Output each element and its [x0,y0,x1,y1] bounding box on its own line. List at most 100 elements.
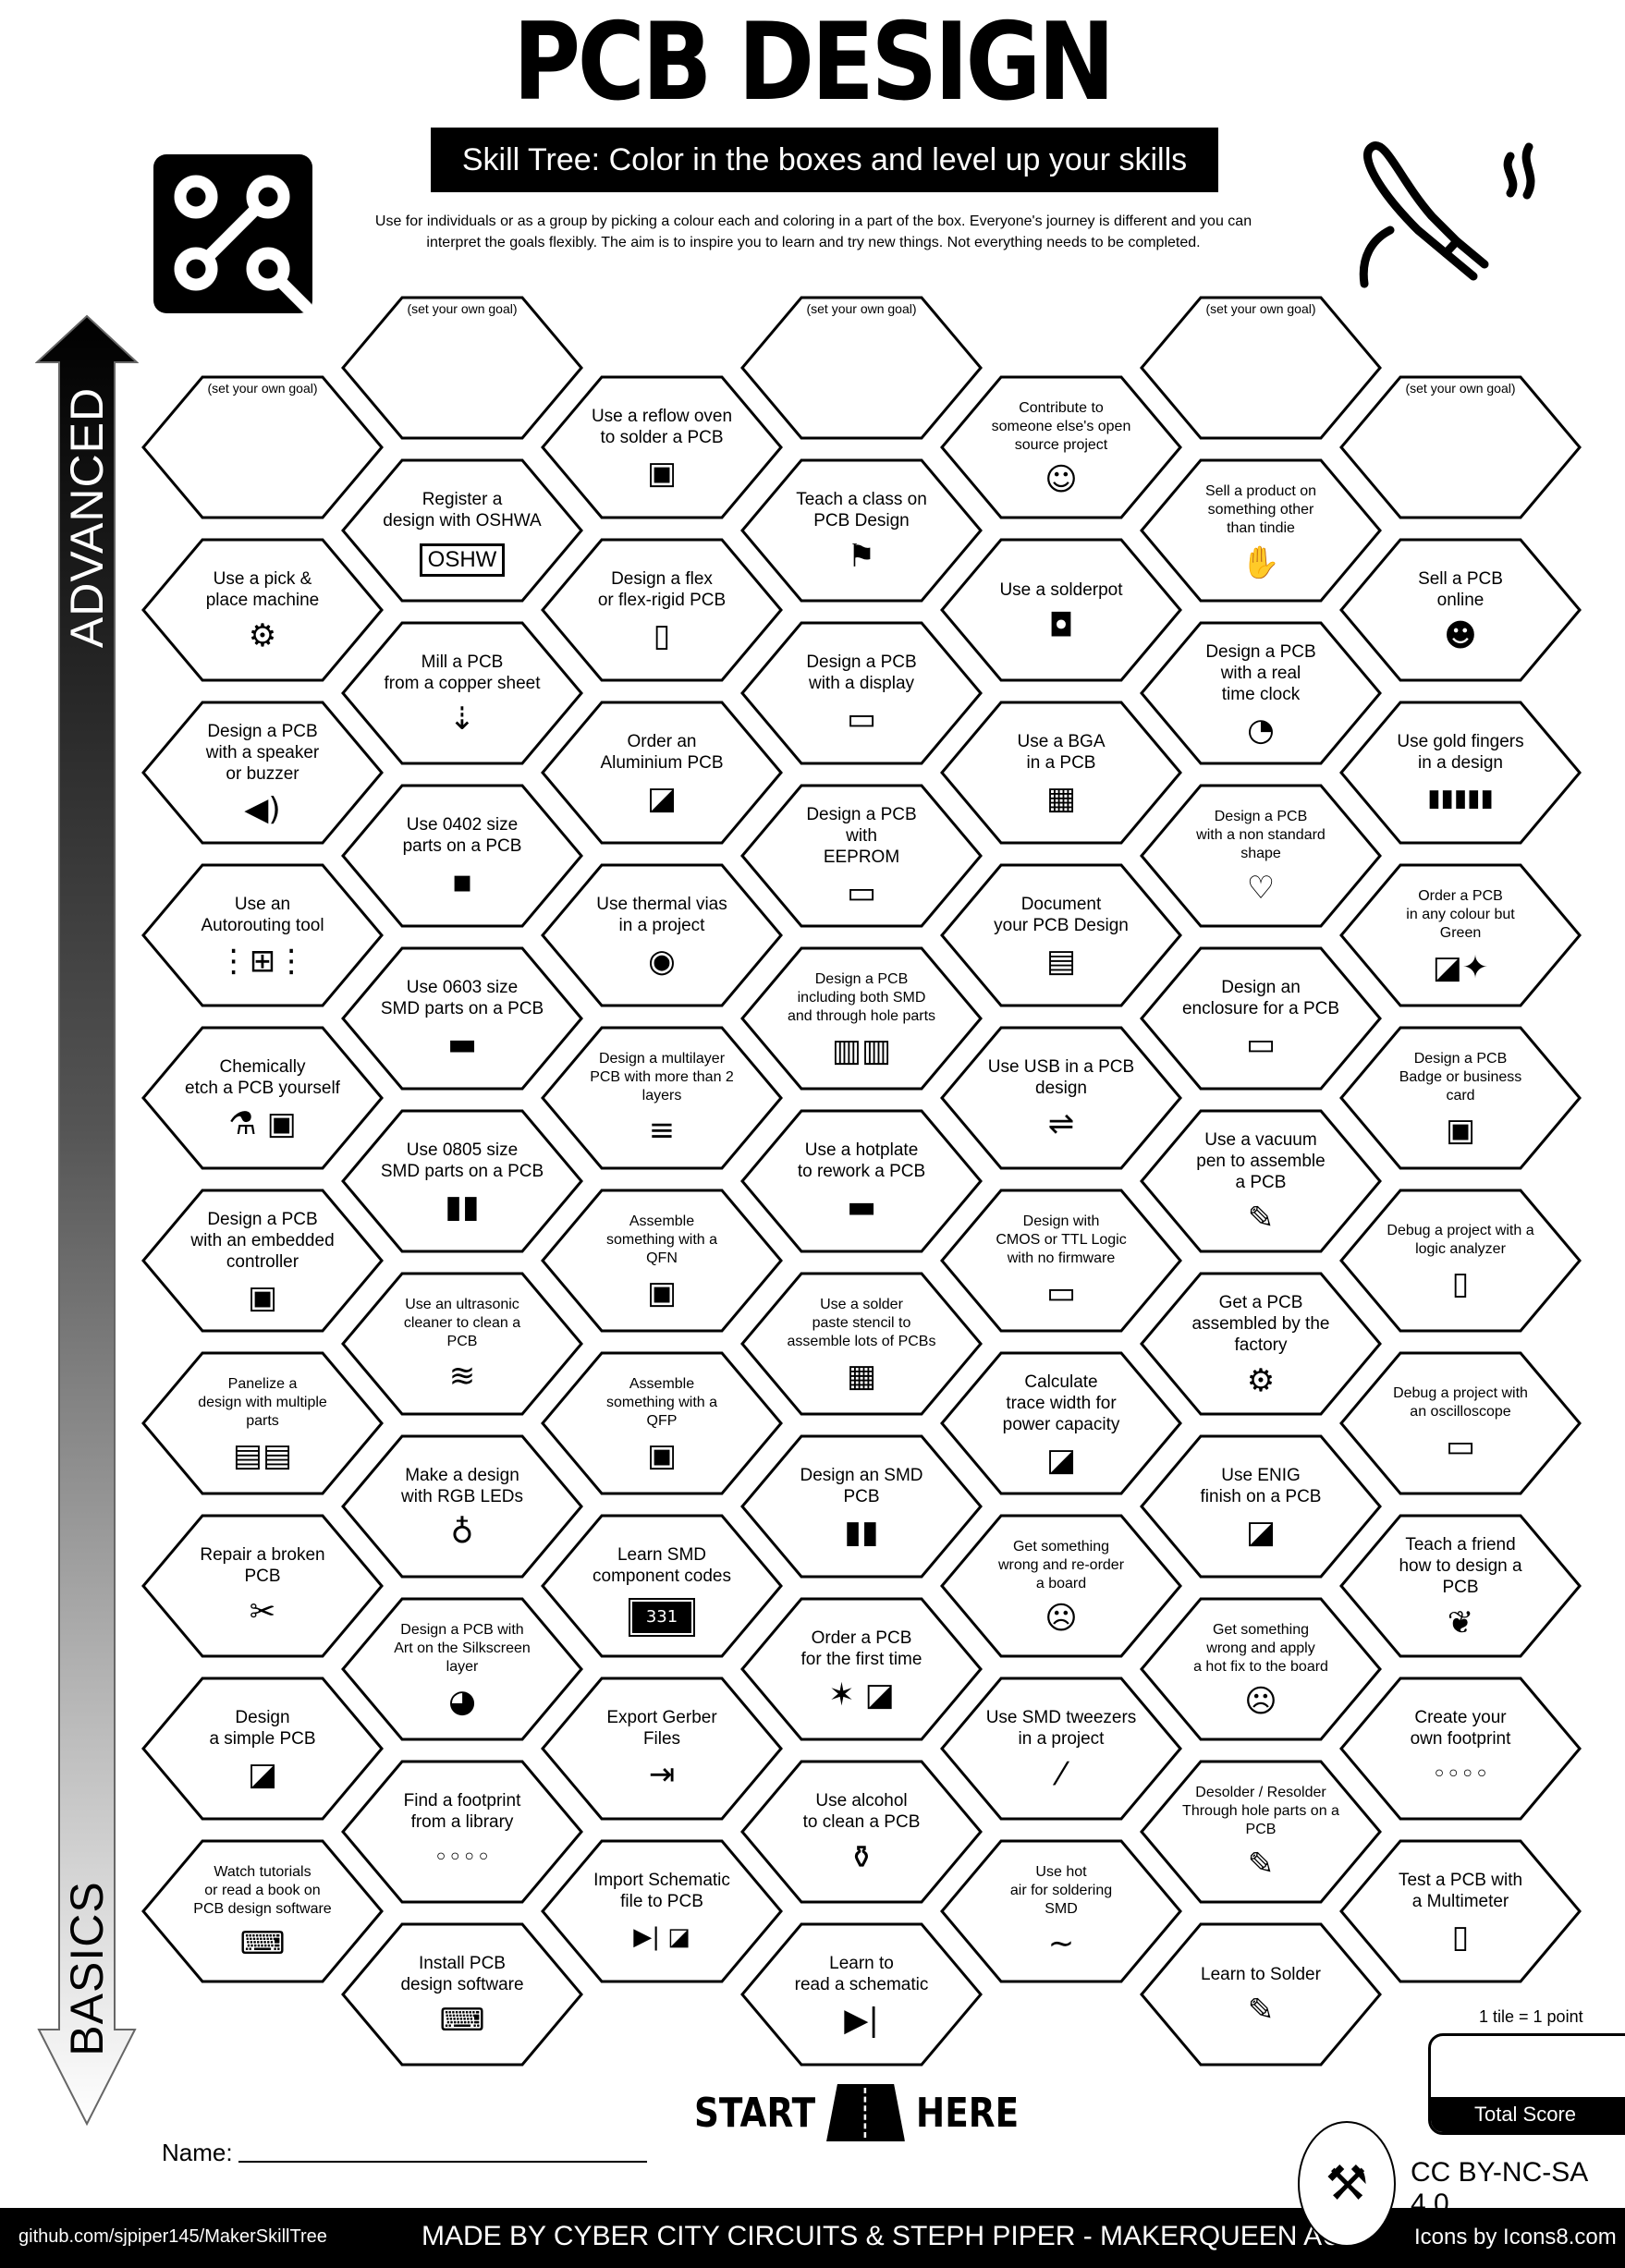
skill-tile[interactable]: Teach a friend how to design a PCB ❦ [1339,1514,1582,1658]
skill-tile-custom-goal[interactable]: (set your own goal) [740,296,983,440]
skill-tile[interactable]: Test a PCB with a Multimeter ▯ [1339,1839,1582,1983]
stencil-icon: ▦ [846,1358,877,1395]
skill-label: Design a PCB including both SMD and throug… [768,970,955,1026]
skill-tile[interactable]: Repair a broken PCB ✂ [141,1514,384,1658]
skill-tile[interactable]: Design a PCB including both SMD and throug… [740,946,983,1091]
skill-tile[interactable]: Use gold fingers in a design ▮▮▮▮▮ [1339,701,1582,845]
skill-tile[interactable]: Design a PCB Badge or business card ▣ [1339,1026,1582,1170]
skill-tile[interactable]: Use a hotplate to rework a PCB ▬ [740,1109,983,1253]
skill-tile[interactable]: Design a PCB with EEPROM ▭ [740,784,983,928]
skill-tile[interactable]: Design an SMD PCB ▮▮ [740,1434,983,1579]
skill-tile[interactable]: Desolder / Resolder Through hole parts on… [1140,1760,1382,1904]
skill-tile[interactable]: Mill a PCB from a copper sheet ⇣ [341,621,583,765]
skill-label-line: with [846,825,877,846]
skill-label-line: Green [1439,925,1482,941]
skill-tile[interactable]: Use ENIG finish on a PCB ◪ [1140,1434,1382,1579]
pcb-icon: ◪ [1245,1514,1277,1551]
skill-tile[interactable]: Order an Aluminium PCB ◪ [541,701,783,845]
skill-tile[interactable]: Use a pick & place machine ⚙ [141,538,384,682]
skill-tile[interactable]: Learn SMD component codes 331 [541,1514,783,1658]
skill-label-line: Order a PCB [1418,888,1503,904]
skill-tile[interactable]: Use an Autorouting tool ⋮⊞⋮ [141,863,384,1007]
skill-tile[interactable]: Learn to Solder ✎ [1140,1922,1382,2067]
skill-tile[interactable]: Debug a project with an oscilloscope ▭ [1339,1351,1582,1495]
skill-tile[interactable]: Design an enclosure for a PCB ▭ [1140,946,1382,1091]
teacher-icon: ⚑ [847,538,876,575]
skill-tile[interactable]: Design a simple PCB ◪ [141,1677,384,1821]
mascot-icon: ☻ [1444,617,1477,654]
skill-tile[interactable]: Use a vacuum pen to assemble a PCB ✎ [1140,1109,1382,1253]
skill-tile[interactable]: Use hot air for soldering SMD ∼ [940,1839,1182,1983]
pcb-icon: ◪ [247,1756,278,1793]
skill-tile[interactable]: Calculate trace width for power capacity ◪ [940,1351,1182,1495]
skill-label: Make a design with RGB LEDs [369,1465,556,1507]
skill-tile[interactable]: Import Schematic file to PCB ▶| ◪ [541,1839,783,1983]
skill-tile[interactable]: Design a multilayer PCB with more than 2 l… [541,1026,783,1170]
skill-tile-custom-goal[interactable]: (set your own goal) [1339,375,1582,519]
skill-tile[interactable]: Document your PCB Design ▤ [940,863,1182,1007]
skill-tile[interactable]: Use a BGA in a PCB ▦ [940,701,1182,845]
skill-tile[interactable]: Design a PCB with Art on the Silkscreen la… [341,1597,583,1741]
skill-tile[interactable]: Contribute to someone else's open source p… [940,375,1182,519]
skill-tile[interactable]: Design a PCB with an embedded controller ▣ [141,1189,384,1333]
start-label: START [694,2089,816,2137]
skill-tile[interactable]: Use 0402 size parts on a PCB ▪ [341,784,583,928]
skill-tile[interactable]: Use a solder paste stencil to assemble lot… [740,1272,983,1416]
skill-tile[interactable]: Design a PCB with a real time clock ◔ [1140,621,1382,765]
github-link[interactable]: github.com/sjpiper145/MakerSkillTree [18,2226,327,2247]
total-score-label: Total Score [1431,2097,1625,2132]
skill-tile[interactable]: Use a solderpot ◘ [940,538,1182,682]
total-score-box[interactable]: Total Score [1428,2033,1625,2135]
skill-tile[interactable]: Use thermal vias in a project ◉ [541,863,783,1007]
skill-tile-custom-goal[interactable]: (set your own goal) [341,296,583,440]
skill-tile[interactable]: Learn to read a schematic ▶| [740,1922,983,2067]
skill-tile[interactable]: Design a PCB with a speaker or buzzer ◀) [141,701,384,845]
skill-tile[interactable]: Chemically etch a PCB yourself ⚗ ▣ [141,1026,384,1170]
skill-label-line: finish on a PCB [1200,1487,1322,1506]
description-line: Use for individuals or as a group by pic… [374,213,1252,229]
name-label: Name: [162,2139,233,2166]
diode-pcb-icon: ▶| ◪ [633,1923,690,1951]
skill-tile[interactable]: Design with CMOS or TTL Logic with no firm… [940,1189,1182,1333]
skill-tile[interactable]: Use a reflow oven to solder a PCB ▣ [541,375,783,519]
skill-label-line: design with OSHWA [383,511,542,530]
skill-tile[interactable]: Make a design with RGB LEDs ♁ [341,1434,583,1579]
skill-tile[interactable]: Use alcohol to clean a PCB ⚱ [740,1760,983,1904]
skill-tile[interactable]: Use USB in a PCB design ⇌ [940,1026,1182,1170]
mill-icon: ⇣ [448,701,476,738]
skill-tile[interactable]: Use SMD tweezers in a project ⁄ [940,1677,1182,1821]
skill-tile[interactable]: Use an ultrasonic cleaner to clean a PCB ≋ [341,1272,583,1416]
skill-tile[interactable]: Debug a project with a logic analyzer ▯ [1339,1189,1582,1333]
skill-tile[interactable]: Export Gerber Files ⇥ [541,1677,783,1821]
skill-label-line: logic analyzer [1415,1241,1506,1257]
skill-tile[interactable]: Get something wrong and re-order a board ☹ [940,1514,1182,1658]
skill-tile[interactable]: Design a PCB with a display ▭ [740,621,983,765]
skill-label-line: Design an [1221,978,1301,997]
skill-tile[interactable]: Sell a product on something other than tin… [1140,458,1382,603]
skill-tile-custom-goal[interactable]: (set your own goal) [141,375,384,519]
skill-tile[interactable]: Design a flex or flex-rigid PCB ▯ [541,538,783,682]
skill-label-line: time clock [1221,684,1301,704]
skill-label: Design with CMOS or TTL Logic with no firm… [968,1213,1155,1268]
skill-tile[interactable]: Get something wrong and apply a hot fix to… [1140,1597,1382,1741]
skill-tile[interactable]: Design a PCB with a non standard shape ♡ [1140,784,1382,928]
skill-tile[interactable]: Assemble something with a QFN ▣ [541,1189,783,1333]
skill-tile[interactable]: Watch tutorials or read a book on PCB desi… [141,1839,384,1983]
skill-tile[interactable]: Get a PCB assembled by the factory ⚙ [1140,1272,1382,1416]
skill-tile[interactable]: Sell a PCB online ☻ [1339,538,1582,682]
skill-tile[interactable]: Use 0805 size SMD parts on a PCB ▮▮ [341,1109,583,1253]
skill-tile[interactable]: Order a PCB in any colour but Green ◪✦ [1339,863,1582,1007]
skill-tile[interactable]: Create your own footprint ◦◦◦◦ [1339,1677,1582,1821]
skill-tile[interactable]: Order a PCB for the first time ✶ ◪ [740,1597,983,1741]
skill-tile[interactable]: Register a design with OSHWA OSHW [341,458,583,603]
skill-tile[interactable]: Assemble something with a QFP ▣ [541,1351,783,1495]
name-field[interactable] [238,2161,647,2163]
skill-tile-custom-goal[interactable]: (set your own goal) [1140,296,1382,440]
skill-tile[interactable]: Teach a class on PCB Design ⚑ [740,458,983,603]
skill-tile[interactable]: Install PCB design software ⌨ [341,1922,583,2067]
chip-icon: ▣ [646,1274,678,1311]
skill-label-line: Design a PCB [207,721,318,741]
skill-tile[interactable]: Use 0603 size SMD parts on a PCB ▬ [341,946,583,1091]
skill-tile[interactable]: Panelize a design with multiple parts ▤▤ [141,1351,384,1495]
skill-tile[interactable]: Find a footprint from a library ◦◦◦◦ [341,1760,583,1904]
